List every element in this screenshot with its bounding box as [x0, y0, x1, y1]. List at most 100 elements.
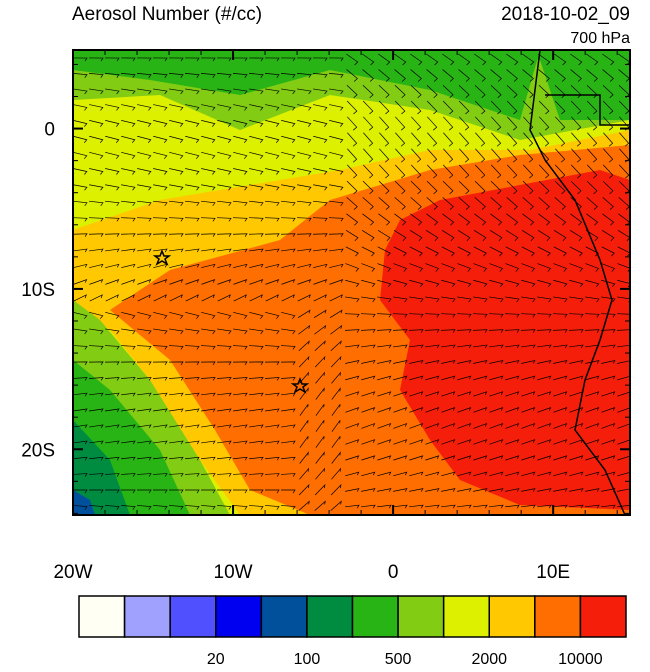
- wind-barb: [360, 329, 376, 333]
- wind-barb: [329, 200, 344, 207]
- wind-barb: [537, 296, 552, 303]
- wind-barb: [442, 69, 454, 82]
- wind-barb: [474, 100, 486, 115]
- wind-barb: [152, 377, 168, 381]
- wind-barb: [569, 439, 584, 445]
- wind-barb: [505, 455, 520, 461]
- level: 700 hPa: [570, 30, 630, 47]
- wind-barb: [297, 184, 312, 191]
- wind-barb: [458, 180, 470, 195]
- wind-barb: [521, 296, 536, 303]
- wind-barb: [153, 184, 168, 191]
- wind-barb: [570, 84, 582, 99]
- wind-barb: [537, 407, 552, 413]
- wind-barb: [249, 456, 264, 461]
- wind-barb: [299, 387, 309, 400]
- wind-barb: [362, 197, 374, 210]
- wind-barb: [121, 311, 136, 319]
- wind-barb: [297, 200, 312, 207]
- wind-barb: [568, 329, 584, 333]
- wind-barb: [585, 488, 600, 492]
- wind-barb: [362, 84, 374, 99]
- wind-barb: [474, 84, 486, 99]
- wind-barb: [152, 505, 168, 510]
- wind-barb: [505, 375, 520, 381]
- wind-barb: [601, 471, 616, 477]
- wind-barb: [345, 439, 360, 445]
- wind-barb: [329, 309, 343, 318]
- wind-barb: [185, 120, 200, 127]
- wind-barb: [426, 197, 438, 210]
- wind-barb: [361, 246, 375, 257]
- wind-barb: [201, 248, 216, 253]
- wind-barb: [394, 213, 407, 226]
- wind-barb: [345, 471, 360, 477]
- wind-barb: [104, 73, 120, 78]
- colorbar-box: [123, 595, 171, 638]
- wind-barb: [280, 73, 296, 78]
- wind-barb: [120, 73, 136, 78]
- wind-barb: [489, 263, 504, 272]
- wind-barb: [331, 371, 342, 384]
- wind-barb: [200, 489, 216, 494]
- wind-barb: [280, 217, 296, 222]
- wind-barb: [264, 233, 280, 237]
- wind-barb: [441, 455, 456, 461]
- wind-barb: [410, 84, 422, 99]
- wind-barb: [346, 213, 359, 226]
- wind-barb: [553, 439, 568, 445]
- wind-barb: [426, 213, 439, 226]
- wind-barb: [313, 104, 328, 111]
- wind-barb: [217, 311, 232, 319]
- wind-barb: [73, 408, 88, 413]
- wind-barb: [457, 391, 472, 397]
- wind-barb: [619, 148, 630, 163]
- wind-barb: [505, 279, 520, 287]
- wind-barb: [456, 329, 472, 333]
- wind-barb: [136, 57, 152, 62]
- wind-barb: [233, 294, 247, 302]
- wind-barb: [169, 440, 184, 445]
- wind-barb: [169, 135, 184, 143]
- wind-barb: [329, 88, 344, 95]
- wind-barb: [489, 455, 504, 461]
- wind-barb: [217, 408, 232, 413]
- wind-barb: [232, 233, 248, 237]
- wind-barb: [184, 473, 200, 477]
- wind-barb: [409, 455, 424, 461]
- wind-barb: [458, 53, 471, 66]
- wind-barb: [457, 263, 472, 272]
- wind-barb: [409, 279, 424, 287]
- wind-barb: [553, 360, 568, 364]
- wind-barb: [552, 313, 568, 318]
- wind-barb: [553, 279, 568, 287]
- wind-barb: [314, 483, 326, 496]
- wind-barb: [553, 504, 568, 509]
- colorbar-box: [397, 595, 445, 638]
- wind-barb: [104, 473, 120, 477]
- wind-barb: [489, 360, 504, 364]
- wind-barb: [425, 488, 440, 492]
- wind-barb: [297, 294, 311, 302]
- wind-barb: [216, 73, 232, 78]
- wind-barb: [121, 408, 136, 413]
- wind-barb: [554, 69, 566, 82]
- wind-barb: [73, 279, 88, 285]
- wind-barb: [265, 184, 280, 191]
- wind-barb: [248, 217, 264, 222]
- wind-barb: [232, 377, 248, 381]
- wind-barb: [217, 294, 231, 302]
- wind-barb: [280, 377, 296, 381]
- wind-barb: [491, 148, 502, 163]
- wind-barb: [410, 180, 422, 195]
- wind-barb: [265, 151, 280, 159]
- wind-barb: [299, 451, 309, 464]
- wind-barb: [362, 100, 374, 115]
- wind-barb: [298, 324, 311, 335]
- wind-barb: [490, 100, 502, 115]
- wind-barb: [168, 505, 184, 510]
- wind-barb: [521, 488, 536, 492]
- wind-barb: [457, 422, 472, 429]
- wind-barb: [554, 164, 566, 179]
- wind-barb: [377, 455, 392, 461]
